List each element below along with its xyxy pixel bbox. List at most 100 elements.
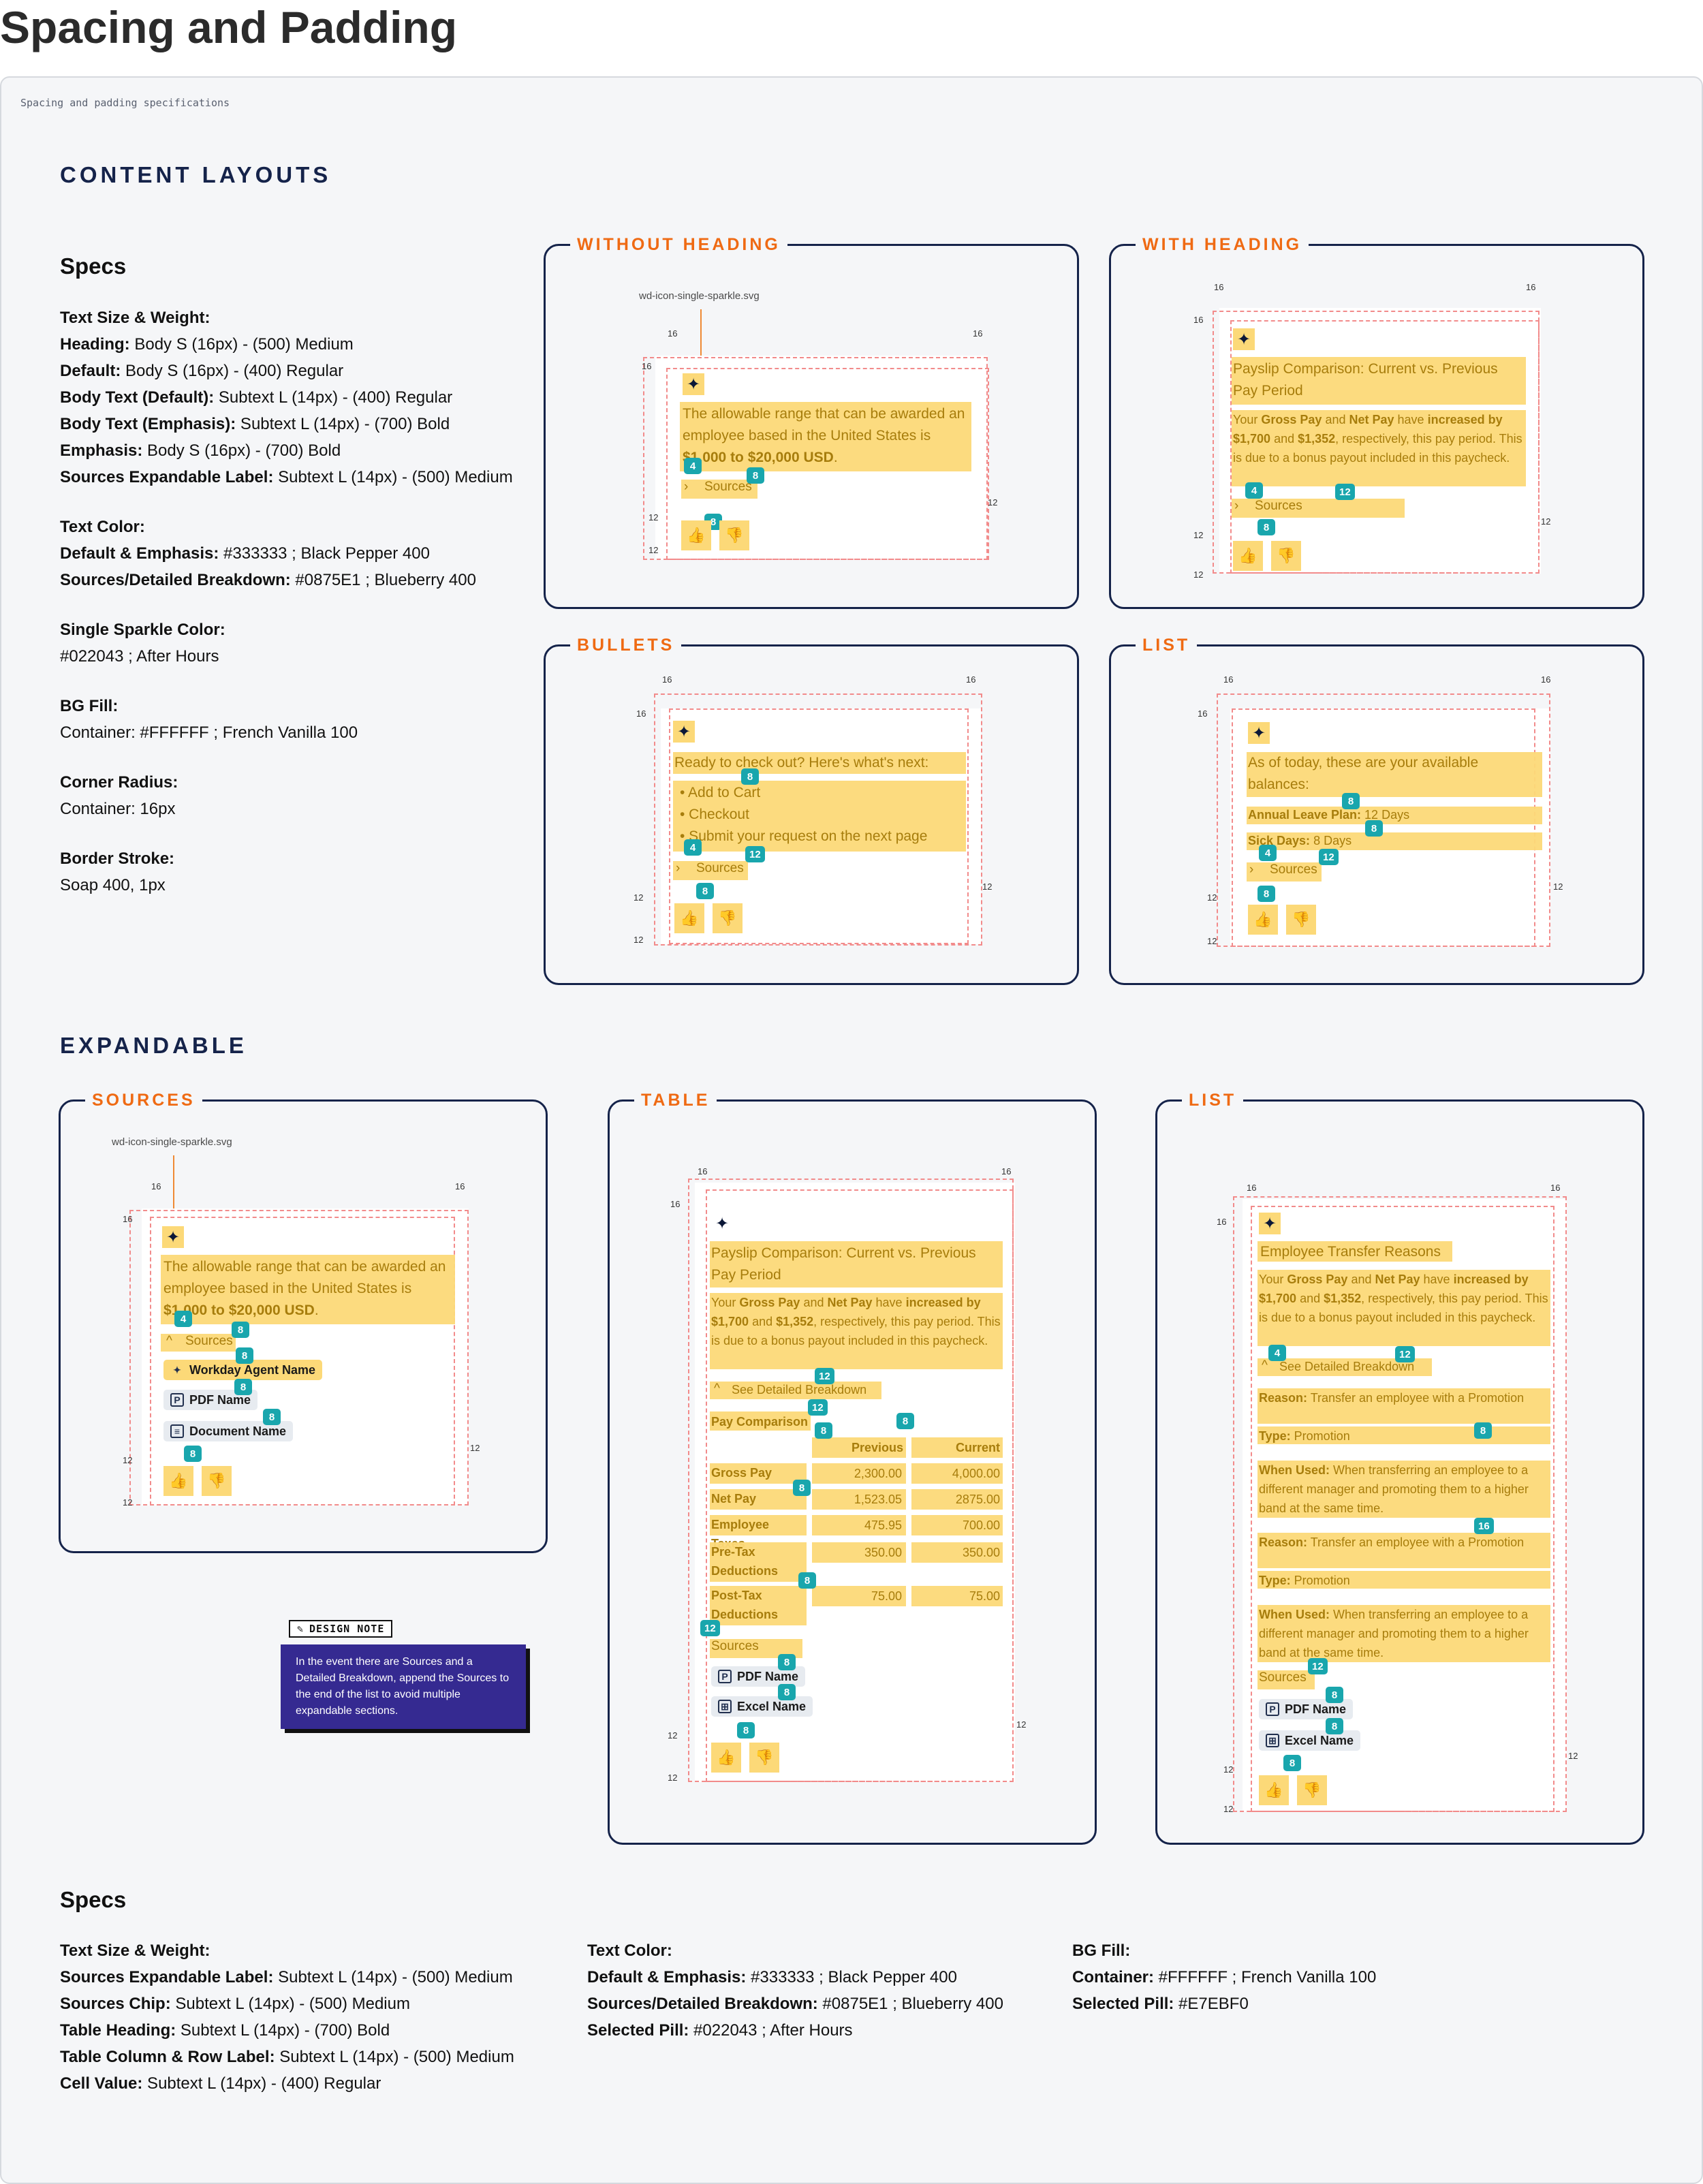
spec-line: Body Text (Emphasis): Subtext L (14px) -… bbox=[60, 411, 513, 437]
sources-chevron-icon[interactable]: › bbox=[676, 861, 681, 875]
sources-expandable-label[interactable]: Sources bbox=[1270, 862, 1317, 877]
see-detailed-breakdown[interactable]: See Detailed Breakdown bbox=[1279, 1360, 1415, 1373]
thumbs-up-icon[interactable]: 👍 bbox=[711, 1743, 741, 1773]
thumbs-down-icon[interactable]: 👎 bbox=[1271, 541, 1301, 571]
list-item: Sick Days: 8 Days bbox=[1248, 834, 1352, 847]
body-fragment: and bbox=[1347, 1273, 1375, 1286]
thumbs-up-icon[interactable]: 👍 bbox=[674, 903, 704, 933]
transfer-item: Type: Promotion bbox=[1259, 1426, 1549, 1446]
thumbs-up-icon[interactable]: 👍 bbox=[163, 1466, 193, 1496]
thumbs-up-icon[interactable]: 👍 bbox=[1259, 1775, 1289, 1805]
spec-label: Selected Pill: bbox=[1072, 1995, 1174, 2013]
breakdown-chevron-up-icon[interactable]: ^ bbox=[1262, 1358, 1268, 1373]
measure-label: 16 bbox=[1193, 315, 1204, 325]
frame-label: TABLE bbox=[634, 1090, 717, 1110]
spec-label: Default & Emphasis: bbox=[587, 1968, 747, 1986]
document-icon: ≡ bbox=[170, 1424, 184, 1438]
source-chip-pdf[interactable]: P PDF Name bbox=[1259, 1699, 1354, 1719]
thumbs-up-icon[interactable]: 👍 bbox=[681, 520, 711, 550]
guide-inner bbox=[150, 1217, 455, 1506]
see-detailed-breakdown[interactable]: See Detailed Breakdown bbox=[732, 1383, 867, 1397]
spec-line: Sources Chip: Subtext L (14px) - (500) M… bbox=[60, 1991, 514, 2017]
source-chip-pdf[interactable]: P PDF Name bbox=[711, 1666, 806, 1687]
spec-label: Single Sparkle Color: bbox=[60, 621, 225, 639]
spacing-badge: 8 bbox=[1326, 1687, 1343, 1703]
measure-label: 12 bbox=[1541, 516, 1551, 527]
measure-label: 16 bbox=[1541, 674, 1551, 685]
measure-label: 12 bbox=[649, 545, 659, 555]
source-chip-pdf[interactable]: P PDF Name bbox=[163, 1390, 258, 1410]
spacing-badge: 8 bbox=[747, 467, 764, 484]
thumbs-down-icon[interactable]: 👎 bbox=[202, 1466, 232, 1496]
transfer-item-key: Reason: bbox=[1259, 1535, 1308, 1549]
highlight bbox=[710, 1463, 807, 1484]
emphasis-text: $1,352 bbox=[1298, 432, 1336, 446]
sources-expandable-label[interactable]: Sources bbox=[1255, 499, 1302, 513]
body-fragment: and bbox=[1322, 413, 1349, 426]
body-fragment: , respectively, this pay period. This is… bbox=[1233, 432, 1522, 465]
body-fragment: Your bbox=[711, 1296, 740, 1309]
highlight bbox=[1257, 1270, 1550, 1346]
table-cell-current: 350.00 bbox=[962, 1546, 1000, 1559]
spacing-badge: 4 bbox=[684, 458, 702, 474]
emphasis-text: Gross Pay bbox=[1261, 413, 1322, 426]
transfer-item-value: When transferring an employee to a diffe… bbox=[1259, 1463, 1529, 1515]
spacing-badge: 8 bbox=[778, 1684, 796, 1700]
thumbs-down-icon[interactable]: 👎 bbox=[719, 520, 749, 550]
sources-expandable-label[interactable]: Sources bbox=[704, 480, 752, 494]
highlight bbox=[673, 861, 748, 880]
section-content-layouts: CONTENT LAYOUTS bbox=[60, 162, 332, 187]
sources-chevron-up-icon[interactable]: ^ bbox=[166, 1334, 172, 1348]
spec-label: Table Heading: bbox=[60, 2021, 176, 2040]
chip-label: PDF Name bbox=[189, 1392, 251, 1407]
sources-expandable-label[interactable]: Sources bbox=[1259, 1670, 1307, 1685]
spacing-badge: 4 bbox=[684, 839, 702, 856]
spec-label: Text Color: bbox=[60, 518, 145, 536]
specs-bg-fill: BG Fill: Container: #FFFFFF ; French Vani… bbox=[1072, 1937, 1376, 2017]
highlight bbox=[161, 1255, 455, 1324]
sources-expandable-label[interactable]: Sources bbox=[711, 1639, 759, 1653]
highlight bbox=[812, 1489, 906, 1510]
thumbs-up-icon[interactable]: 👍 bbox=[1233, 541, 1263, 571]
highlight bbox=[1247, 862, 1322, 882]
sources-chevron-icon[interactable]: › bbox=[684, 480, 689, 494]
source-chip-excel[interactable]: ⊞ Excel Name bbox=[1259, 1730, 1361, 1751]
body-fragment: have bbox=[1420, 1273, 1454, 1286]
spec-value: #0875E1 ; Blueberry 400 bbox=[817, 1995, 1003, 2013]
spec-gap bbox=[60, 593, 513, 617]
thumbs-down-icon[interactable]: 👎 bbox=[1286, 905, 1316, 935]
spec-value: #022043 ; After Hours bbox=[60, 647, 219, 666]
measure-label: 12 bbox=[668, 1773, 678, 1783]
measure-label: 12 bbox=[123, 1455, 133, 1465]
thumbs-down-icon[interactable]: 👎 bbox=[1297, 1775, 1327, 1805]
thumbs-down-icon[interactable]: 👎 bbox=[713, 903, 743, 933]
thumbs-down-icon[interactable]: 👎 bbox=[749, 1743, 779, 1773]
sources-expandable-label[interactable]: Sources bbox=[696, 861, 744, 875]
sources-chevron-icon[interactable]: › bbox=[1234, 499, 1239, 513]
transfer-item: Reason: Transfer an employee with a Prom… bbox=[1259, 1533, 1549, 1552]
source-chip-excel[interactable]: ⊞ Excel Name bbox=[711, 1696, 813, 1717]
table-row-label: Gross Pay bbox=[711, 1466, 772, 1480]
highlight bbox=[812, 1463, 906, 1484]
body-fragment: , respectively, this pay period. This is… bbox=[1259, 1292, 1548, 1324]
spacing-badge: 4 bbox=[1245, 482, 1263, 499]
thumbs-up-icon[interactable]: 👍 bbox=[1248, 905, 1278, 935]
measure-label: 12 bbox=[634, 935, 644, 945]
source-chip-workday-agent[interactable]: ✦ Workday Agent Name bbox=[163, 1360, 323, 1380]
spec-label: Table Column & Row Label: bbox=[60, 2048, 275, 2066]
spreadsheet-icon: ⊞ bbox=[718, 1700, 732, 1713]
table-column-header: Previous bbox=[851, 1441, 903, 1454]
highlight bbox=[710, 1542, 807, 1582]
frame-label: LIST bbox=[1182, 1090, 1244, 1110]
bullet-item: • Checkout bbox=[680, 807, 749, 822]
transfer-item: When Used: When transferring an employee… bbox=[1259, 1461, 1549, 1518]
spec-gap bbox=[60, 822, 513, 845]
spacing-badge: 8 bbox=[263, 1409, 281, 1425]
table-cell-current: 4,000.00 bbox=[952, 1467, 1000, 1480]
spacing-badge: 8 bbox=[793, 1480, 811, 1496]
spacing-badge: 8 bbox=[1342, 793, 1360, 809]
transfer-item-value: Promotion bbox=[1290, 1429, 1350, 1443]
sources-expandable-label[interactable]: Sources bbox=[185, 1334, 233, 1348]
sources-chevron-icon[interactable]: › bbox=[1249, 862, 1254, 877]
breakdown-chevron-up-icon[interactable]: ^ bbox=[714, 1382, 720, 1396]
